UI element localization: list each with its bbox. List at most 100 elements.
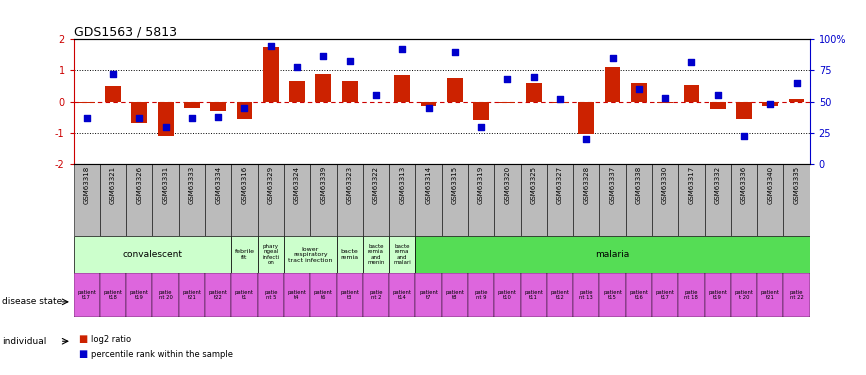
Text: patient
t22: patient t22: [209, 290, 228, 300]
Text: GSM63319: GSM63319: [478, 166, 484, 204]
Text: patient
t21: patient t21: [760, 290, 779, 300]
Bar: [231, 273, 258, 317]
Text: convalescent: convalescent: [122, 250, 183, 259]
Text: patie
nt 18: patie nt 18: [684, 290, 698, 300]
Text: patient
t18: patient t18: [104, 290, 123, 300]
Point: [237, 105, 251, 111]
Bar: [784, 164, 810, 237]
Bar: [416, 164, 442, 237]
Bar: [184, 102, 200, 108]
Text: phary
ngeal
infecti
on: phary ngeal infecti on: [262, 244, 279, 265]
Text: patient
t11: patient t11: [524, 290, 543, 300]
Bar: [210, 102, 226, 111]
Point: [422, 105, 436, 111]
Text: patient
t 20: patient t 20: [734, 290, 753, 300]
Bar: [573, 164, 599, 237]
Bar: [578, 102, 594, 134]
Point: [579, 136, 593, 142]
Bar: [126, 273, 152, 317]
Text: GSM63337: GSM63337: [610, 166, 616, 204]
Point: [185, 115, 199, 121]
Bar: [520, 273, 546, 317]
Text: GSM63331: GSM63331: [163, 166, 169, 204]
Text: individual: individual: [2, 337, 46, 346]
Bar: [757, 164, 784, 237]
Point: [395, 46, 409, 53]
Bar: [705, 273, 731, 317]
Bar: [231, 237, 258, 273]
Bar: [599, 164, 625, 237]
Bar: [284, 164, 310, 237]
Text: GSM63329: GSM63329: [268, 166, 274, 204]
Text: GSM63335: GSM63335: [793, 166, 799, 204]
Bar: [473, 102, 489, 120]
Bar: [652, 164, 678, 237]
Bar: [683, 84, 699, 102]
Bar: [657, 102, 673, 103]
Bar: [573, 273, 599, 317]
Text: patient
t1: patient t1: [235, 290, 254, 300]
Text: GSM63322: GSM63322: [373, 166, 379, 204]
Text: GSM63323: GSM63323: [346, 166, 352, 204]
Text: febrile
fit: febrile fit: [235, 249, 255, 260]
Bar: [736, 102, 752, 119]
Bar: [526, 83, 541, 102]
Point: [711, 92, 725, 98]
Bar: [74, 237, 231, 273]
Bar: [363, 237, 389, 273]
Bar: [546, 273, 573, 317]
Text: GSM63316: GSM63316: [242, 166, 248, 204]
Text: patient
t6: patient t6: [313, 290, 333, 300]
Bar: [310, 273, 337, 317]
Point: [605, 55, 619, 61]
Bar: [394, 75, 410, 102]
Bar: [363, 273, 389, 317]
Point: [737, 134, 751, 140]
Bar: [258, 237, 284, 273]
Text: GSM63333: GSM63333: [189, 166, 195, 204]
Text: GSM63330: GSM63330: [662, 166, 668, 204]
Bar: [762, 102, 779, 106]
Text: patie
nt 9: patie nt 9: [475, 290, 488, 300]
Bar: [258, 273, 284, 317]
Text: GSM63340: GSM63340: [767, 166, 773, 204]
Bar: [205, 273, 231, 317]
Point: [763, 101, 777, 107]
Bar: [389, 273, 416, 317]
Text: GSM63338: GSM63338: [636, 166, 642, 204]
Text: bacte
remia
and
menin: bacte remia and menin: [367, 244, 385, 265]
Point: [501, 76, 514, 82]
Bar: [520, 164, 546, 237]
Text: patient
t19: patient t19: [708, 290, 727, 300]
Bar: [100, 164, 126, 237]
Bar: [152, 273, 178, 317]
Bar: [678, 273, 705, 317]
Text: GSM63332: GSM63332: [714, 166, 721, 204]
Point: [369, 92, 383, 98]
Point: [107, 71, 120, 77]
Bar: [500, 102, 515, 103]
Text: GSM63325: GSM63325: [531, 166, 537, 204]
Bar: [289, 81, 305, 102]
Text: patient
t10: patient t10: [498, 290, 517, 300]
Bar: [710, 102, 726, 109]
Text: GSM63321: GSM63321: [110, 166, 116, 204]
Text: percentile rank within the sample: percentile rank within the sample: [91, 350, 233, 359]
Point: [553, 96, 567, 102]
Point: [448, 49, 462, 55]
Bar: [546, 164, 573, 237]
Bar: [553, 102, 568, 103]
Bar: [337, 164, 363, 237]
Point: [80, 115, 94, 121]
Bar: [625, 164, 652, 237]
Bar: [126, 164, 152, 237]
Text: ■: ■: [78, 334, 87, 344]
Bar: [678, 164, 705, 237]
Bar: [158, 102, 173, 136]
Bar: [784, 273, 810, 317]
Text: GSM63339: GSM63339: [320, 166, 326, 204]
Bar: [263, 47, 279, 102]
Text: GSM63320: GSM63320: [504, 166, 510, 204]
Bar: [442, 273, 468, 317]
Bar: [74, 273, 100, 317]
